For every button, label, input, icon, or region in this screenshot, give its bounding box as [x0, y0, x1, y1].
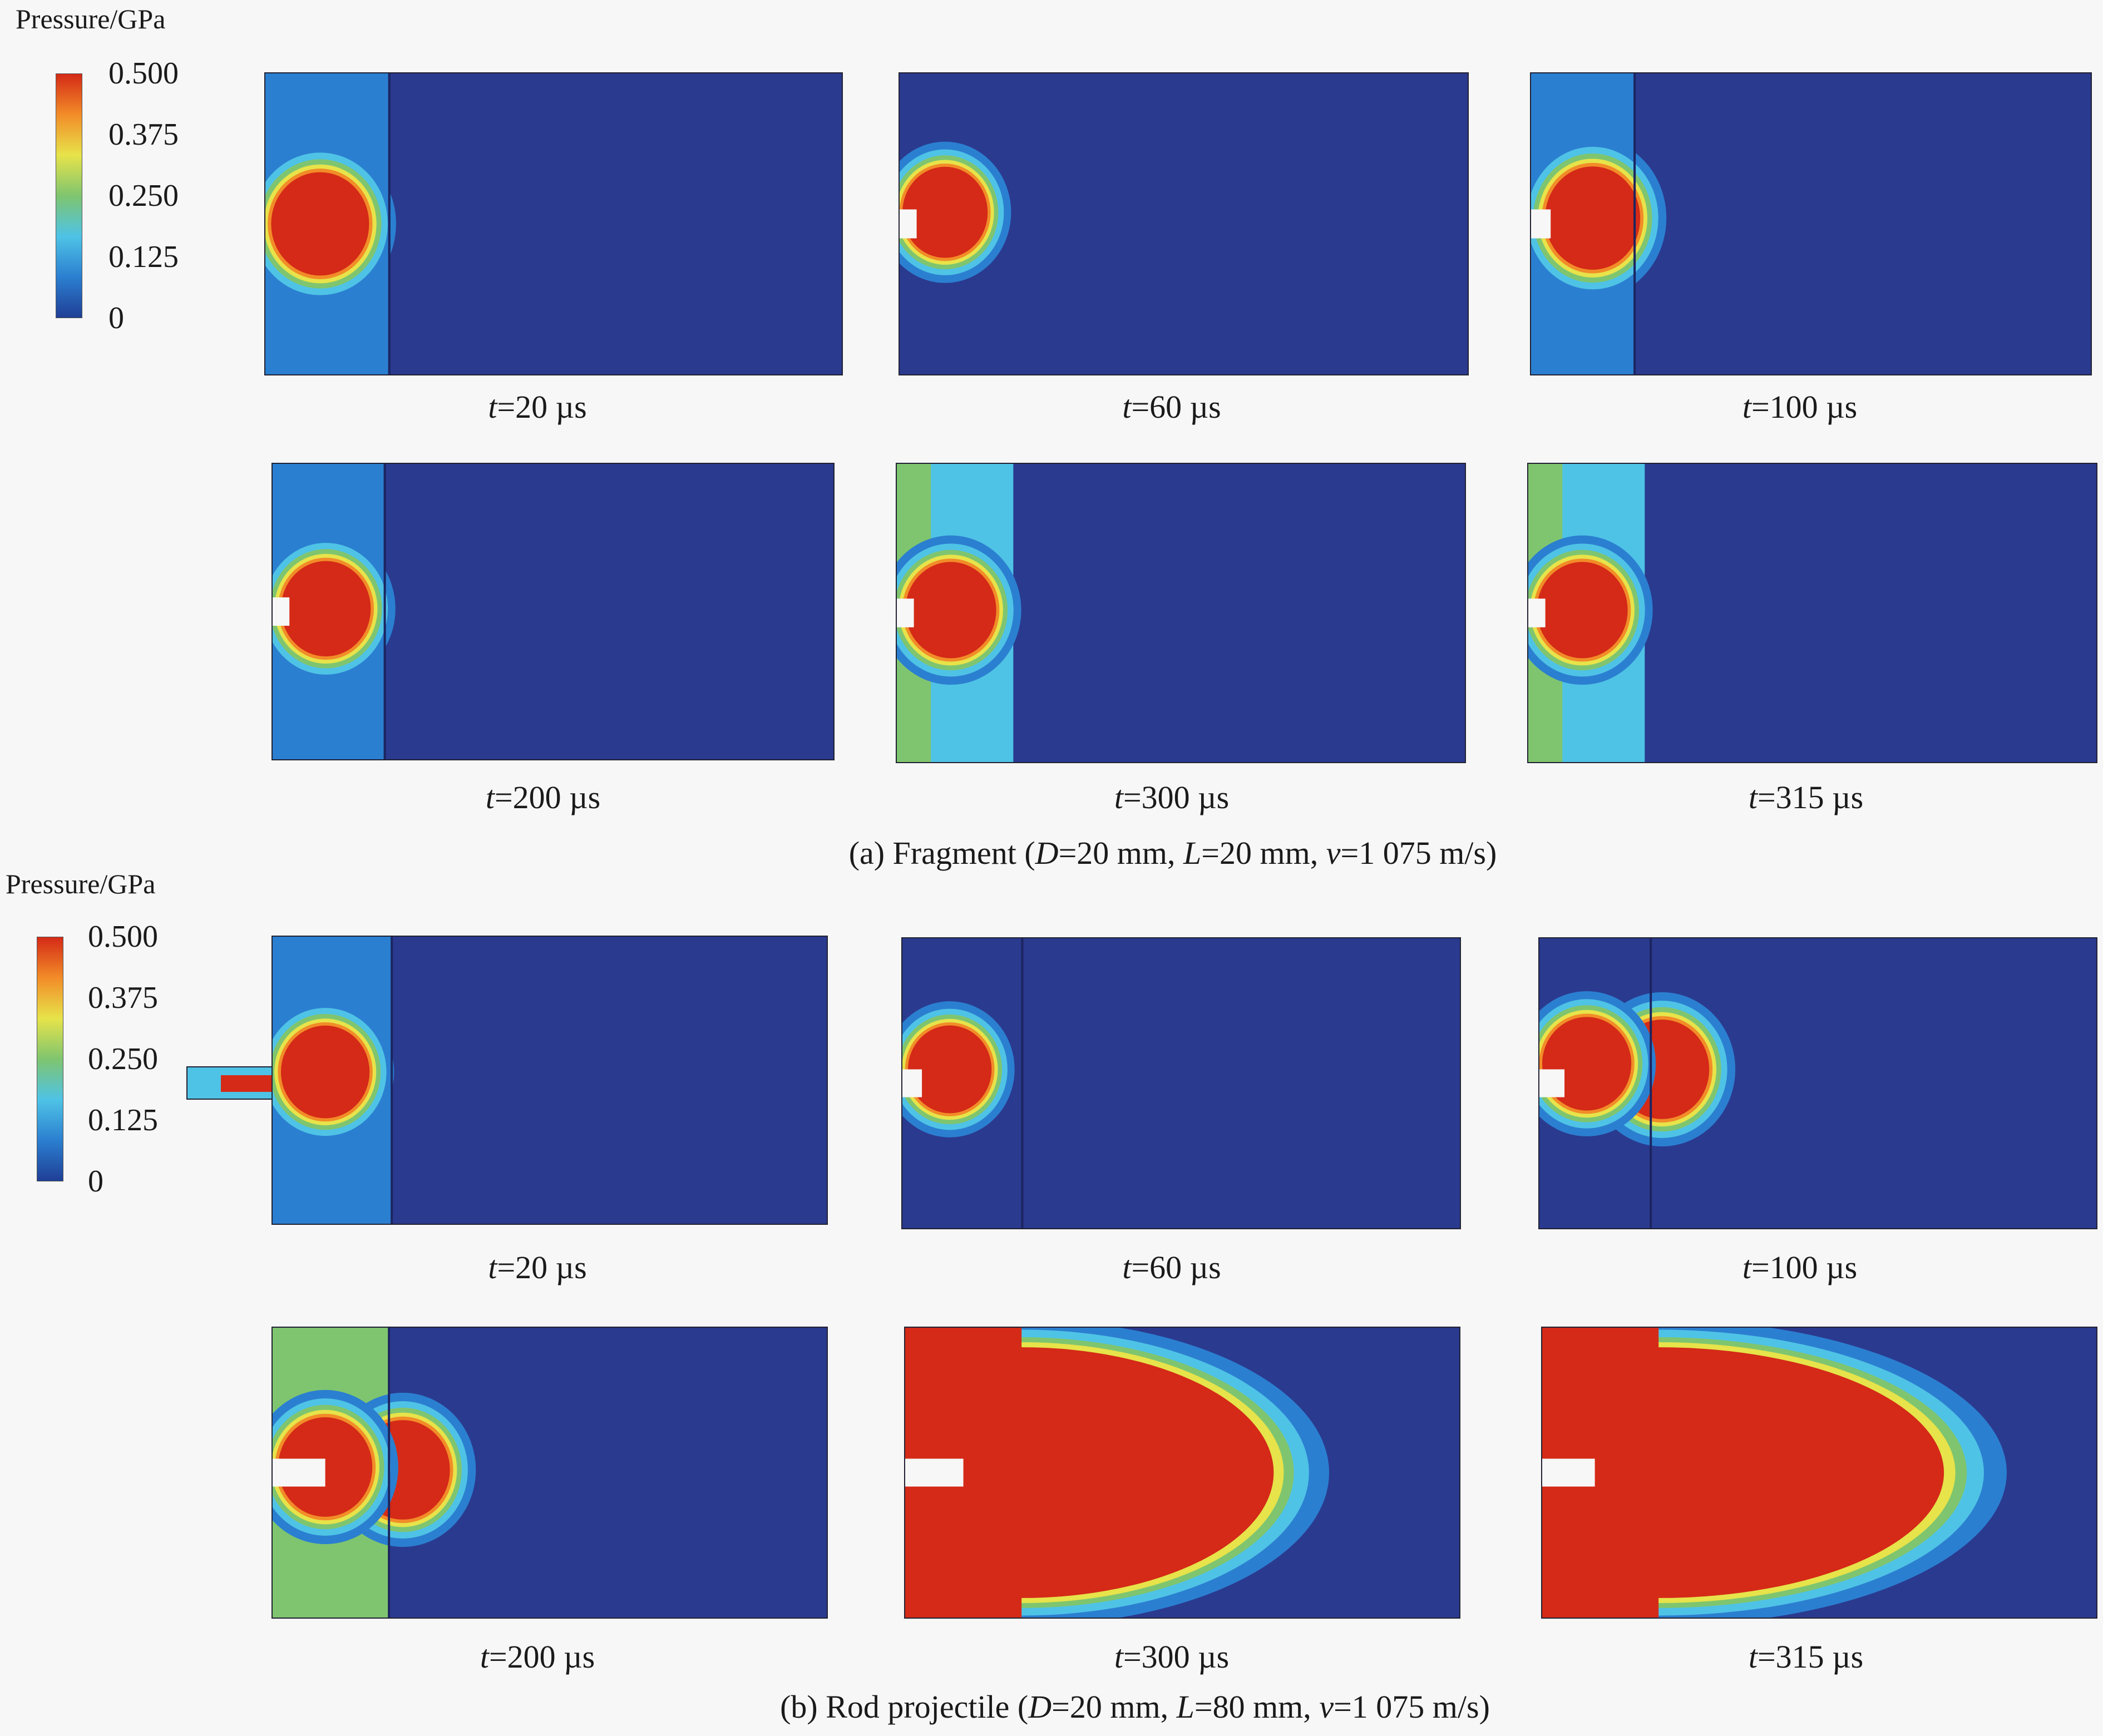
time-label: t=200 µs — [485, 779, 601, 815]
simulation-panel-a-t200 — [271, 463, 835, 760]
simulation-panel-b-t300 — [904, 1327, 1460, 1619]
colorbar-tick-a: 0 — [108, 301, 124, 335]
simulation-panel-a-t100 — [1530, 72, 2092, 375]
time-label: t=300 µs — [1114, 779, 1230, 815]
simulation-panel-b-t20 — [271, 936, 828, 1225]
colorbar-tick-a: 0.500 — [108, 56, 179, 91]
colorbar-tick-a: 0.250 — [108, 179, 179, 213]
colorbar-tick-b: 0.125 — [88, 1103, 158, 1137]
pressure-core — [273, 1000, 394, 1144]
time-label: t=315 µs — [1748, 779, 1864, 815]
simulation-panel-b-t200 — [271, 1327, 828, 1619]
colorbar-tick-b: 0.375 — [88, 981, 158, 1015]
simulation-panel-b-t60 — [901, 937, 1461, 1229]
pressure-core — [1531, 138, 1667, 298]
colorbar-title-b: Pressure/GPa — [6, 868, 156, 899]
pressure-core — [1528, 535, 1653, 685]
time-label: t=20 µs — [488, 1249, 587, 1285]
colorbar-a — [56, 73, 82, 318]
time-label: t=100 µs — [1742, 389, 1858, 425]
pressure-core — [897, 535, 1021, 685]
pressure-core — [1539, 991, 1656, 1136]
crater — [897, 599, 914, 627]
time-label: t=60 µs — [1122, 389, 1221, 425]
pressure-core — [900, 141, 1011, 283]
colorbar-tick-a: 0.125 — [108, 240, 179, 274]
simulation-panel-b-t315 — [1541, 1327, 2097, 1619]
time-label: t=315 µs — [1748, 1639, 1864, 1675]
time-label: t=200 µs — [480, 1639, 595, 1675]
crater — [1528, 599, 1546, 627]
rod-projectile-t20 — [186, 1066, 277, 1100]
colorbar-tick-b: 0 — [88, 1164, 103, 1199]
colorbar-title-a: Pressure/GPa — [16, 3, 166, 34]
simulation-panel-a-t315 — [1527, 463, 2097, 763]
pressure-core — [273, 535, 396, 683]
time-label: t=300 µs — [1114, 1639, 1230, 1675]
simulation-panel-b-t100 — [1538, 937, 2097, 1229]
colorbar-tick-a: 0.375 — [108, 117, 179, 152]
pressure-core — [273, 1389, 398, 1545]
crater — [1542, 1458, 1595, 1487]
pressure-core — [902, 1001, 1015, 1137]
time-label: t=60 µs — [1122, 1249, 1221, 1285]
crater — [273, 597, 290, 626]
caption-b: (b) Rod projectile (D=20 mm, L=80 mm, v=… — [780, 1689, 1490, 1725]
colorbar-b — [37, 937, 63, 1181]
simulation-panel-a-t20 — [264, 72, 843, 375]
crater — [1531, 209, 1551, 239]
simulation-panel-a-t300 — [896, 463, 1466, 763]
colorbar-tick-b: 0.250 — [88, 1042, 158, 1076]
caption-a: (a) Fragment (D=20 mm, L=20 mm, v=1 075 … — [848, 835, 1497, 871]
simulation-panel-a-t60 — [899, 72, 1469, 375]
time-label: t=20 µs — [488, 389, 587, 425]
pressure-core — [265, 144, 396, 304]
crater — [905, 1458, 964, 1487]
crater — [273, 1458, 325, 1487]
crater — [900, 209, 917, 239]
colorbar-tick-b: 0.500 — [88, 919, 158, 954]
crater — [1539, 1069, 1565, 1097]
time-label: t=100 µs — [1742, 1249, 1858, 1285]
crater — [902, 1069, 922, 1097]
